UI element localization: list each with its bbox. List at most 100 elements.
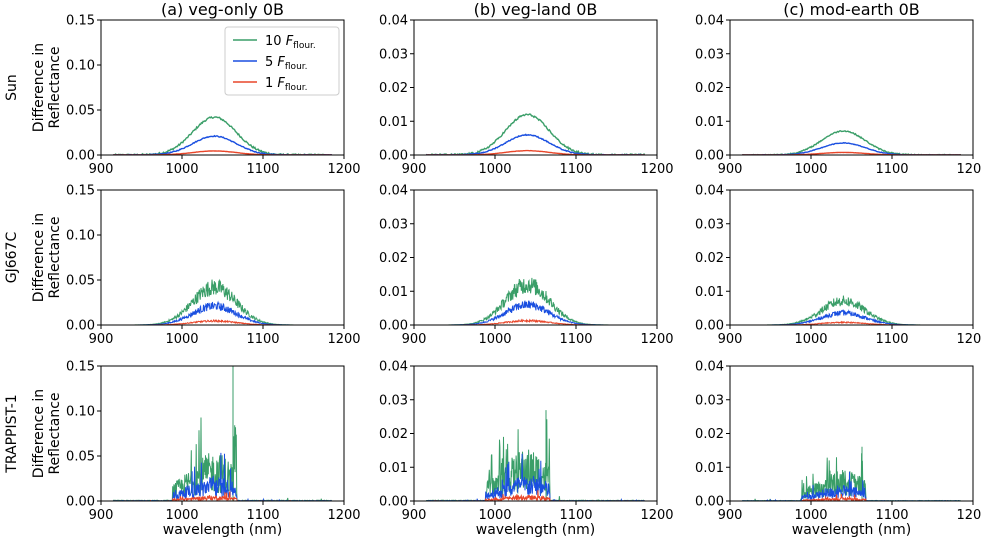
series-line-1-flour bbox=[742, 494, 961, 501]
series-line-10-flour bbox=[742, 295, 961, 325]
y-tick-label: 0.03 bbox=[695, 393, 724, 408]
y-axis-label-line1: Difference in bbox=[31, 389, 47, 478]
y-axis-label-line2: Reflectance bbox=[47, 392, 63, 474]
x-tick-label: 1100 bbox=[875, 508, 908, 523]
x-tick-label: 1100 bbox=[246, 508, 279, 523]
y-axis-label: Difference inReflectance bbox=[31, 213, 63, 302]
axes-frame bbox=[729, 19, 974, 156]
legend-subscript: flour. bbox=[285, 83, 308, 93]
x-tick-label: 1200 bbox=[327, 162, 360, 177]
y-tick-label: 0.00 bbox=[695, 495, 724, 510]
x-axis-label: wavelength (nm) bbox=[476, 522, 595, 537]
legend-count: 5 bbox=[265, 55, 277, 70]
column-title: (c) mod-earth 0B bbox=[783, 0, 920, 19]
y-tick-label: 0.02 bbox=[379, 81, 408, 96]
x-tick-label: 1100 bbox=[559, 162, 592, 177]
panel-2-2: 0.00 0.01 0.02 0.03 0.04 900 1000 1100 1200 bbox=[379, 184, 674, 348]
panel-3-3: 0.00 0.01 0.02 0.03 0.04 900 1000 1100 1200 wavel… bbox=[695, 360, 981, 537]
axes-frame bbox=[100, 189, 345, 326]
series-line-1-flour bbox=[113, 150, 332, 155]
x-tick-label: 1200 bbox=[956, 508, 981, 523]
y-tick-label: 0.00 bbox=[695, 319, 724, 334]
x-tick-label: 1200 bbox=[640, 508, 673, 523]
x-tick-label: 1100 bbox=[875, 332, 908, 347]
x-tick-label: 900 bbox=[89, 332, 114, 347]
x-tick-label: 1200 bbox=[956, 162, 981, 177]
x-tick-label: 900 bbox=[89, 508, 114, 523]
y-tick-label: 0.01 bbox=[379, 285, 408, 300]
y-tick-label: 0.05 bbox=[66, 104, 95, 119]
y-tick-label: 0.03 bbox=[379, 47, 408, 62]
x-tick-label: 1100 bbox=[246, 332, 279, 347]
y-tick-label: 0.02 bbox=[695, 427, 724, 442]
x-tick-label: 1000 bbox=[794, 162, 827, 177]
column-title: (b) veg-land 0B bbox=[474, 0, 598, 19]
x-tick-label: 1200 bbox=[956, 332, 981, 347]
series-line-1-flour bbox=[426, 318, 645, 325]
y-tick-label: 0.03 bbox=[695, 47, 724, 62]
y-tick-label: 0.00 bbox=[66, 149, 95, 164]
y-tick-label: 0.15 bbox=[66, 184, 95, 199]
y-tick-label: 0.02 bbox=[379, 251, 408, 266]
axes-frame bbox=[729, 189, 974, 326]
x-tick-label: 1000 bbox=[165, 332, 198, 347]
x-tick-label: 1000 bbox=[165, 162, 198, 177]
row-label: GJ667C bbox=[4, 232, 20, 284]
y-tick-label: 0.02 bbox=[379, 427, 408, 442]
y-axis-label-line1: Difference in bbox=[31, 213, 47, 302]
y-tick-label: 0.02 bbox=[695, 81, 724, 96]
y-axis-label: Difference inReflectance bbox=[31, 43, 63, 132]
y-tick-label: 0.10 bbox=[66, 59, 95, 74]
y-tick-label: 0.04 bbox=[695, 360, 724, 375]
x-tick-label: 1000 bbox=[794, 332, 827, 347]
y-tick-label: 0.01 bbox=[695, 115, 724, 130]
legend-symbol: F bbox=[277, 76, 285, 91]
y-tick-label: 0.10 bbox=[66, 229, 95, 244]
y-tick-label: 0.00 bbox=[379, 149, 408, 164]
y-axis-label-line2: Reflectance bbox=[47, 46, 63, 128]
series-line-1-flour bbox=[426, 149, 645, 155]
axes-frame bbox=[100, 365, 345, 502]
series-line-10-flour bbox=[742, 129, 961, 155]
panel-1-2: 0.00 0.05 0.10 0.15 900 1000 1100 1200 Differenc… bbox=[31, 184, 361, 348]
panel-2-1: 0.00 0.01 0.02 0.03 0.04 900 1000 1100 1200 bbox=[379, 14, 674, 178]
panel-1-1: 0.00 0.05 0.10 0.15 900 1000 1100 1200 Differenc… bbox=[31, 14, 361, 178]
x-tick-label: 1000 bbox=[478, 508, 511, 523]
y-tick-label: 0.04 bbox=[379, 14, 408, 29]
panel-3-1: 0.00 0.01 0.02 0.03 0.04 900 1000 1100 1200 bbox=[695, 14, 981, 178]
x-tick-label: 1000 bbox=[165, 508, 198, 523]
x-tick-label: 900 bbox=[402, 332, 427, 347]
legend-symbol: F bbox=[286, 34, 294, 49]
y-tick-label: 0.00 bbox=[66, 319, 95, 334]
panel-3-2: 0.00 0.01 0.02 0.03 0.04 900 1000 1100 1200 bbox=[695, 184, 981, 348]
y-tick-label: 0.01 bbox=[695, 285, 724, 300]
x-tick-label: 1200 bbox=[640, 332, 673, 347]
y-tick-label: 0.00 bbox=[695, 149, 724, 164]
x-tick-label: 1100 bbox=[559, 508, 592, 523]
x-tick-label: 1100 bbox=[559, 332, 592, 347]
column-title: (a) veg-only 0B bbox=[161, 0, 284, 19]
x-tick-label: 1200 bbox=[327, 508, 360, 523]
x-axis-label: wavelength (nm) bbox=[163, 522, 282, 537]
y-tick-label: 0.05 bbox=[66, 450, 95, 465]
y-axis-label-line1: Difference in bbox=[31, 43, 47, 132]
y-axis-label: Difference inReflectance bbox=[31, 389, 63, 478]
row-label: TRAPPIST-1 bbox=[4, 394, 20, 473]
y-tick-label: 0.00 bbox=[379, 495, 408, 510]
x-tick-label: 1200 bbox=[640, 162, 673, 177]
row-label: Sun bbox=[4, 74, 20, 101]
x-tick-label: 1000 bbox=[478, 162, 511, 177]
series-line-10-flour bbox=[426, 277, 645, 325]
series-line-5-flour bbox=[113, 134, 333, 155]
legend-subscript: flour. bbox=[285, 62, 308, 72]
x-tick-label: 1100 bbox=[875, 162, 908, 177]
series-line-5-flour bbox=[425, 133, 645, 155]
x-tick-label: 1200 bbox=[327, 332, 360, 347]
x-tick-label: 900 bbox=[402, 162, 427, 177]
legend-frame bbox=[224, 26, 340, 96]
legend-count: 1 bbox=[265, 76, 277, 91]
legend: 10 Fflour.5 Fflour.1 Fflour. bbox=[224, 26, 340, 96]
x-tick-label: 900 bbox=[718, 332, 743, 347]
y-tick-label: 0.15 bbox=[66, 14, 95, 29]
